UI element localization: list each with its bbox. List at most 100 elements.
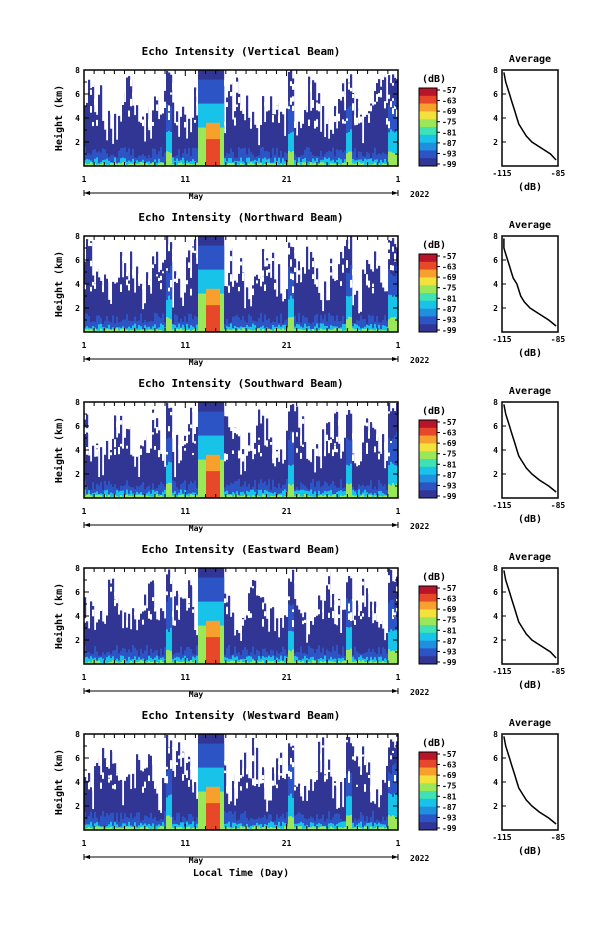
colorbar-swatch xyxy=(419,798,437,807)
y-tick-label: 4 xyxy=(75,280,80,289)
profile-frame xyxy=(501,733,559,831)
profile-line xyxy=(503,736,557,825)
colorbar-tick-label: -99 xyxy=(442,326,457,335)
profile-y-tick-label: 2 xyxy=(493,138,498,147)
panel-4: Echo Intensity (Westward Beam)1 11 21 12468… xyxy=(53,709,565,879)
colorbar-swatch xyxy=(419,420,437,429)
profile-x-tick-label: -85 xyxy=(551,501,566,510)
x-tick-label: 1 xyxy=(396,839,401,848)
colorbar-swatch xyxy=(419,119,437,128)
colorbar-tick-label: -93 xyxy=(442,315,457,324)
colorbar-tick-label: -63 xyxy=(442,263,457,272)
colorbar-swatch xyxy=(419,752,437,761)
colorbar-swatch xyxy=(419,806,437,815)
profile-y-tick-label: 2 xyxy=(493,802,498,811)
profile-x-tick-label: -115 xyxy=(492,667,511,676)
colorbar-tick-label: -57 xyxy=(442,584,457,593)
x-tick-label: 21 xyxy=(282,507,292,516)
panel-title: Echo Intensity (Eastward Beam) xyxy=(142,543,341,556)
profile-x-tick-label: -115 xyxy=(492,833,511,842)
x-tick-label: 21 xyxy=(282,175,292,184)
profile-frame xyxy=(501,567,559,665)
colorbar-swatch xyxy=(419,586,437,595)
colorbar-swatch xyxy=(419,285,437,294)
colorbar-tick-label: -63 xyxy=(442,595,457,604)
y-tick-label: 8 xyxy=(75,564,80,573)
colorbar-tick-label: -93 xyxy=(442,149,457,158)
colorbar-tick-label: -81 xyxy=(442,626,457,635)
profile-y-tick-label: 8 xyxy=(493,398,498,407)
y-tick-label: 4 xyxy=(75,114,80,123)
colorbar-swatch xyxy=(419,632,437,641)
profile-title: Average xyxy=(509,54,551,65)
month-label: May xyxy=(189,524,204,533)
panel-title: Echo Intensity (Southward Beam) xyxy=(138,377,343,390)
panel-2: Echo Intensity (Southward Beam)1 11 21 1246… xyxy=(53,377,565,533)
colorbar-swatch xyxy=(419,142,437,151)
colorbar-swatch xyxy=(419,293,437,302)
colorbar-swatch xyxy=(419,134,437,143)
colorbar-frame xyxy=(418,419,438,499)
panel-title: Echo Intensity (Westward Beam) xyxy=(142,709,341,722)
colorbar-tick-label: -75 xyxy=(442,450,457,459)
colorbar-swatch xyxy=(419,427,437,436)
colorbar-swatch xyxy=(419,158,437,167)
x-tick-label: 11 xyxy=(180,839,190,848)
profile-x-tick-label: -85 xyxy=(551,667,566,676)
colorbar-swatch xyxy=(419,783,437,792)
x-tick-label: 1 xyxy=(396,673,401,682)
colorbar-unit: (dB) xyxy=(422,406,446,417)
colorbar-swatch xyxy=(419,767,437,776)
profile-x-tick-label: -115 xyxy=(492,335,511,344)
profile-y-tick-label: 2 xyxy=(493,304,498,313)
heatmap xyxy=(84,236,398,332)
colorbar-swatch xyxy=(419,490,437,499)
colorbar-swatch xyxy=(419,759,437,768)
colorbar-swatch xyxy=(419,269,437,278)
x-tick-label: 1 xyxy=(82,507,87,516)
profile-x-label: (dB) xyxy=(518,514,542,525)
heatmap xyxy=(84,734,398,830)
colorbar-tick-label: -93 xyxy=(442,481,457,490)
panel-title: Echo Intensity (Vertical Beam) xyxy=(142,45,341,58)
profile-y-tick-label: 6 xyxy=(493,256,498,265)
colorbar-tick-label: -93 xyxy=(442,647,457,656)
colorbar-tick-label: -75 xyxy=(442,284,457,293)
heatmap xyxy=(84,402,398,498)
y-tick-label: 6 xyxy=(75,422,80,431)
profile-y-tick-label: 8 xyxy=(493,66,498,75)
profile-y-tick-label: 6 xyxy=(493,754,498,763)
x-tick-label: 11 xyxy=(180,673,190,682)
profile-frame xyxy=(501,69,559,167)
y-tick-label: 6 xyxy=(75,256,80,265)
colorbar-swatch xyxy=(419,111,437,120)
colorbar-swatch xyxy=(419,814,437,823)
colorbar-swatch xyxy=(419,435,437,444)
colorbar-swatch xyxy=(419,482,437,491)
profile-x-label: (dB) xyxy=(518,680,542,691)
heatmap xyxy=(84,568,398,664)
profile-title: Average xyxy=(509,220,551,231)
x-tick-label: 1 xyxy=(82,673,87,682)
colorbar-unit: (dB) xyxy=(422,74,446,85)
colorbar-frame xyxy=(418,87,438,167)
profile-line xyxy=(503,72,557,161)
colorbar-tick-label: -57 xyxy=(442,418,457,427)
colorbar-tick-label: -81 xyxy=(442,294,457,303)
colorbar-tick-label: -75 xyxy=(442,782,457,791)
colorbar-tick-label: -69 xyxy=(442,273,457,282)
colorbar-swatch xyxy=(419,791,437,800)
profile-y-tick-label: 6 xyxy=(493,588,498,597)
y-axis-label: Height (km) xyxy=(53,749,65,815)
colorbar-tick-label: -87 xyxy=(442,637,457,646)
colorbar-tick-label: -99 xyxy=(442,658,457,667)
x-tick-label: 11 xyxy=(180,507,190,516)
profile-y-tick-label: 4 xyxy=(493,280,498,289)
colorbar-swatch xyxy=(419,593,437,602)
colorbar-frame xyxy=(418,751,438,831)
colorbar-frame xyxy=(418,253,438,333)
colorbar-tick-label: -81 xyxy=(442,792,457,801)
colorbar-tick-label: -69 xyxy=(442,439,457,448)
profile-x-label: (dB) xyxy=(518,182,542,193)
colorbar-swatch xyxy=(419,609,437,618)
